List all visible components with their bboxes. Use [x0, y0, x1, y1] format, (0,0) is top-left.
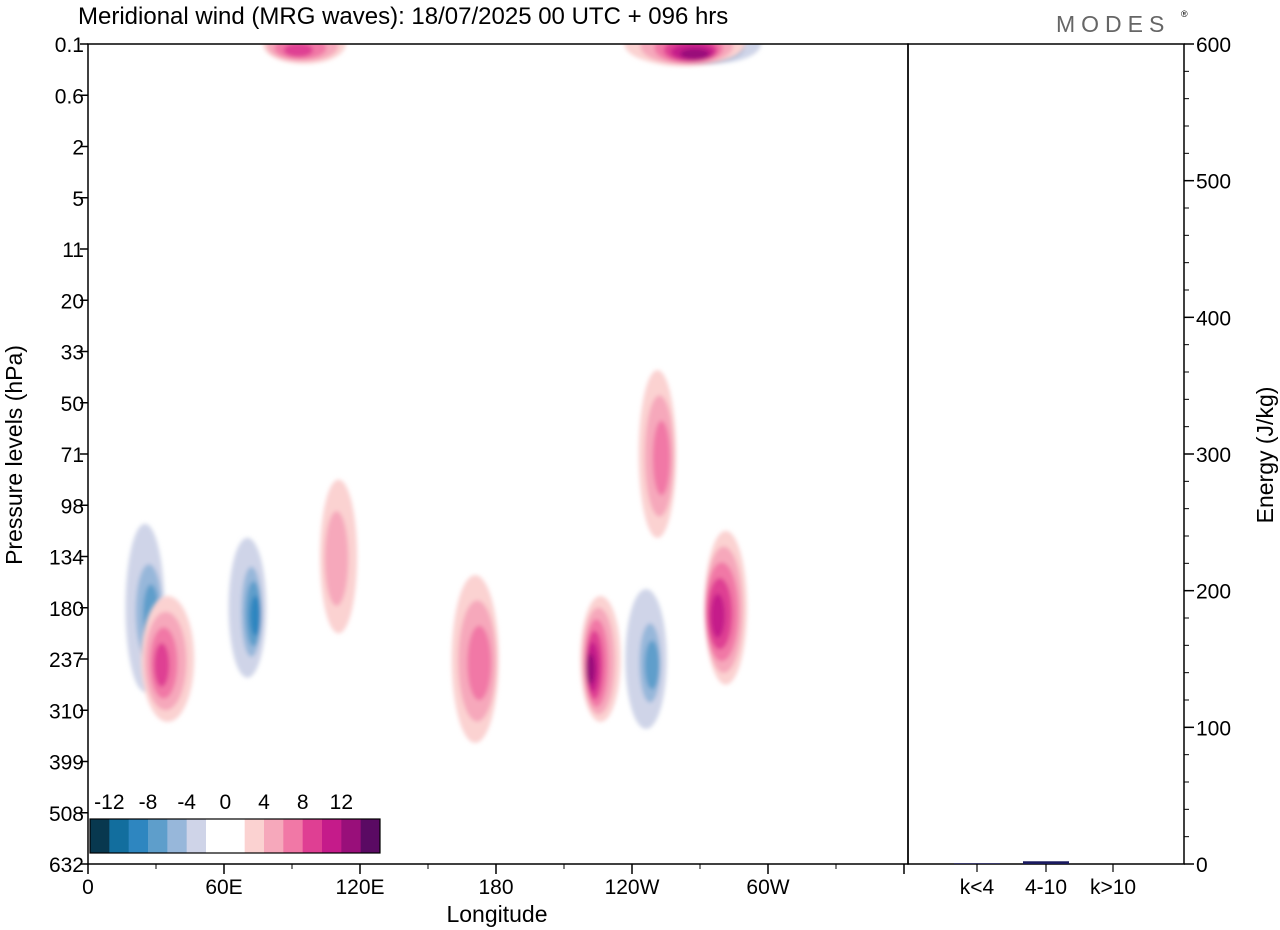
longitude-axis: 0 60E 120E 180 120W 60W [82, 864, 905, 899]
wind-feature [704, 530, 747, 685]
colorbar-swatch [341, 819, 362, 853]
x-tick-label: 60E [205, 876, 242, 899]
colorbar-label: 4 [258, 791, 270, 814]
y-tick-label: 20 [61, 290, 84, 313]
colorbar-swatch [206, 819, 226, 853]
contour-band [250, 595, 261, 636]
x-tick-label: 60W [746, 876, 789, 899]
colorbar-swatch [283, 819, 304, 853]
wind-feature [580, 596, 621, 722]
energy-panel-frame [907, 43, 1185, 865]
wind-feature [141, 596, 195, 722]
energy-axis-label: Energy (J/kg) [1252, 387, 1278, 524]
y-tick-label: 399 [49, 752, 84, 775]
colorbar-label: -12 [94, 791, 124, 814]
wind-feature [125, 523, 165, 692]
energy-tick-label: 600 [1196, 34, 1231, 57]
x-tick-label: 120W [605, 876, 660, 899]
contour-band [644, 640, 660, 690]
energy-tick-label: 0 [1196, 854, 1208, 877]
heatmap-frame [87, 43, 909, 865]
colorbar-label: -8 [139, 791, 158, 814]
wind-feature [624, 44, 746, 66]
modes-logo: MODES [1056, 11, 1170, 37]
colorbar-swatch [302, 819, 323, 853]
energy-tick-label: 400 [1196, 307, 1231, 330]
y-tick-label: 71 [61, 444, 84, 467]
contour-band [283, 44, 314, 57]
wind-feature [263, 44, 346, 64]
x-tick-label: 0 [82, 876, 94, 899]
energy-tick-label: 200 [1196, 581, 1231, 604]
y-tick-label: 310 [49, 700, 84, 723]
colorbar-swatch [186, 819, 207, 853]
wind-feature [228, 537, 267, 678]
y-axis-label: Pressure levels (hPa) [1, 345, 27, 565]
y-tick-label: 180 [49, 598, 84, 621]
colorbar-label: -4 [177, 791, 196, 814]
contour-band [652, 420, 671, 496]
energy-tick-label: 300 [1196, 444, 1231, 467]
x-tick-label: 180 [478, 876, 513, 899]
wind-feature [625, 589, 667, 729]
y-tick-label: 50 [61, 393, 84, 416]
energy-tick-label: 100 [1196, 717, 1231, 740]
colorbar-frame [89, 818, 381, 854]
energy-tick-label: 500 [1196, 171, 1231, 194]
y-tick-label: 98 [61, 495, 84, 518]
contour-band [154, 643, 170, 687]
y-tick-label: 632 [49, 854, 84, 877]
colorbar-swatch [128, 819, 149, 853]
colorbar-swatch [109, 819, 130, 853]
energy-bar [1023, 861, 1069, 864]
energy-category-label: k>10 [1090, 876, 1136, 899]
chart-title: Meridional wind (MRG waves): 18/07/2025 … [78, 3, 728, 30]
contour-band [585, 653, 596, 685]
contour-band [324, 511, 349, 606]
energy-bar-chart: 0 100 200 300 400 500 600 k<4 4-10 k>10 [954, 34, 1231, 899]
y-tick-label: 33 [61, 342, 84, 365]
contour-band [680, 48, 710, 60]
contour-band [467, 625, 492, 701]
energy-category-label: k<4 [960, 876, 995, 899]
wind-feature [319, 479, 358, 634]
logo-registered-mark: ® [1181, 9, 1188, 19]
x-tick-label: 120E [335, 876, 384, 899]
colorbar: -12 -8 -4 0 4 8 12 [89, 791, 381, 854]
wind-feature [638, 370, 677, 538]
energy-category-label: 4-10 [1025, 876, 1067, 899]
x-axis-label: Longitude [446, 901, 547, 927]
colorbar-swatch [90, 819, 110, 853]
y-tick-label: 0.6 [55, 85, 84, 108]
wind-feature [451, 575, 499, 743]
colorbar-swatch [148, 819, 168, 853]
energy-bar [954, 863, 1000, 864]
colorbar-label: 12 [330, 791, 353, 814]
colorbar-swatch [264, 819, 284, 853]
colorbar-swatch [167, 819, 188, 853]
colorbar-swatch [360, 819, 381, 853]
y-tick-label: 2 [72, 137, 84, 160]
colorbar-swatch [225, 819, 246, 853]
y-tick-label: 508 [49, 803, 84, 826]
colorbar-label: 0 [219, 791, 231, 814]
contour-band [710, 593, 726, 638]
y-tick-label: 134 [49, 547, 84, 570]
y-tick-label: 237 [49, 649, 84, 672]
colorbar-swatch [244, 819, 265, 853]
y-tick-label: 11 [62, 239, 84, 262]
heatmap-field [125, 44, 761, 743]
y-tick-label: 5 [72, 188, 84, 211]
colorbar-label: 8 [297, 791, 309, 814]
colorbar-swatch [322, 819, 342, 853]
pressure-axis: 0.1 0.6 2 5 11 20 33 50 71 98 134 180 237 310 399 508 63… [49, 34, 88, 877]
y-tick-label: 0.1 [55, 34, 84, 57]
